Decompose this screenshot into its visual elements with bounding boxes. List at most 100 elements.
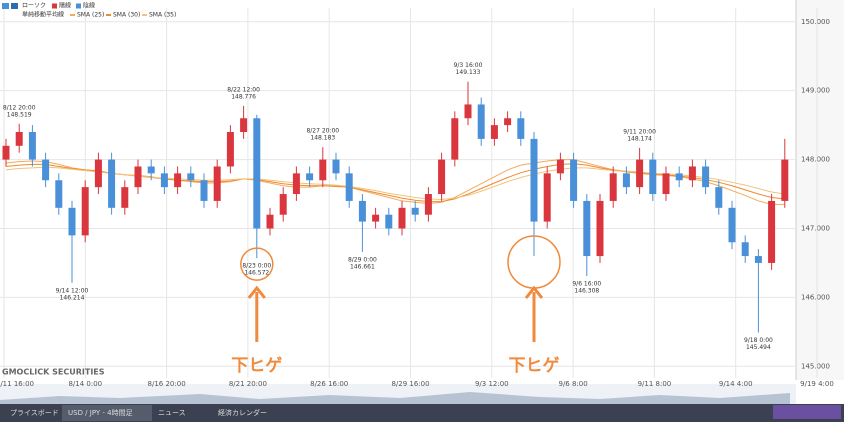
candle-body — [240, 118, 248, 133]
tab[interactable]: ニュース — [158, 409, 186, 417]
annotation-price: 146.572 — [244, 270, 269, 277]
callout-label: 下ヒゲ — [509, 355, 560, 376]
candle-body — [781, 159, 789, 201]
candle-body — [741, 242, 749, 257]
candle-body — [662, 173, 670, 195]
annotation-price: 146.214 — [60, 294, 85, 301]
annotation-time: 8/22 12:00 — [227, 86, 260, 93]
y-tick-label: 148.000 — [801, 156, 830, 164]
candle-body — [622, 173, 630, 188]
callout-label: 下ヒゲ — [231, 355, 282, 376]
plot: 145.000 146.000 147.000 148.000 149.000 150.0… — [0, 8, 834, 388]
candle-body — [200, 180, 208, 201]
candle-body — [451, 118, 459, 160]
candle-body — [292, 173, 300, 195]
legend-label: SMA (35) — [149, 12, 176, 19]
candle-body — [121, 187, 129, 208]
candle-body — [636, 159, 644, 188]
arrow-head — [247, 285, 266, 299]
candle-body — [134, 166, 142, 188]
legend-up: 陽線 — [59, 2, 71, 10]
candle-body — [385, 214, 393, 229]
arrow-head — [524, 285, 544, 299]
annotation-time: 9/3 16:00 — [454, 62, 483, 69]
candle-body — [226, 132, 234, 167]
candle-body — [504, 118, 512, 126]
icon — [11, 3, 18, 9]
y-tick-label: 149.000 — [801, 87, 830, 95]
candle-body — [517, 118, 525, 139]
candle-body — [187, 173, 195, 181]
candle-body — [345, 173, 353, 201]
candle-body — [68, 207, 76, 236]
annotation-time: 9/6 16:00 — [572, 281, 601, 288]
candle-body — [702, 166, 710, 188]
candle-body — [28, 132, 36, 160]
candle-body — [675, 173, 683, 181]
highlight-circle — [240, 247, 274, 281]
candle-body — [583, 200, 591, 257]
candle-body — [438, 159, 446, 195]
tab[interactable]: プライスボード — [10, 409, 59, 417]
x-tick-label: 8/11 16:00 — [0, 380, 34, 388]
candle-body — [253, 118, 261, 229]
x-tick-label: 9/11 8:00 — [638, 380, 672, 388]
candle-body — [649, 159, 657, 195]
candle-body — [424, 194, 432, 215]
x-tick-label: 8/14 0:00 — [68, 380, 102, 388]
candle-body — [266, 214, 274, 229]
candle-body — [108, 159, 116, 208]
x-tick-label: 9/6 8:00 — [558, 380, 587, 388]
candle-body — [15, 132, 23, 146]
candle-body — [279, 194, 287, 215]
legend-swatch — [52, 3, 57, 9]
x-tick-label: 8/29 16:00 — [391, 380, 429, 388]
tab[interactable]: USD / JPY - 4時間足 — [68, 409, 133, 417]
candle-body — [688, 166, 696, 181]
legend-down: 陰線 — [83, 2, 95, 10]
annotation-time: 9/11 20:00 — [623, 128, 656, 135]
candle-body — [174, 173, 182, 188]
candle-body — [213, 166, 221, 201]
annotation-price: 148.174 — [627, 135, 652, 142]
candle-body — [372, 214, 380, 222]
legend-label: SMA (25) — [77, 12, 104, 19]
candle-body — [306, 173, 314, 181]
candle-body — [2, 145, 10, 160]
candle-body — [411, 207, 419, 215]
candle-body — [556, 159, 564, 174]
candle-body — [42, 159, 50, 181]
tab-bar — [0, 404, 844, 422]
candle-body — [358, 200, 366, 222]
candle-body — [81, 187, 89, 236]
candle-body — [464, 104, 472, 119]
price-axis-area — [796, 0, 844, 380]
y-tick-label: 145.000 — [801, 362, 830, 370]
candle-body — [754, 256, 762, 263]
tab[interactable]: 経済カレンダー — [218, 408, 267, 417]
annotation-price: 148.183 — [310, 135, 335, 142]
candle-body — [768, 200, 776, 263]
y-tick-label: 147.000 — [801, 224, 830, 232]
legend-candle: ローソク — [22, 3, 46, 10]
annotation-time: 9/18 0:00 — [744, 337, 773, 344]
annotation-price: 145.494 — [746, 344, 771, 351]
icon — [2, 3, 9, 9]
annotation-time: 8/12 20:00 — [3, 104, 36, 111]
x-tick-label: 8/21 20:00 — [229, 380, 267, 388]
x-tick-label: 8/26 16:00 — [310, 380, 348, 388]
tab-active[interactable] — [62, 405, 152, 421]
y-tick-label: 150.000 — [801, 18, 830, 26]
candle-body — [490, 125, 498, 139]
annotation-time: 8/27 20:00 — [306, 128, 339, 135]
annotation-price: 149.133 — [456, 69, 481, 76]
legend-label: SMA (30) — [113, 12, 140, 19]
candle-body — [94, 159, 102, 188]
legend-sma-title: 単純移動平均線 — [22, 11, 64, 19]
tab-button[interactable] — [773, 405, 841, 419]
annotation-price: 148.776 — [231, 93, 256, 100]
candle-body — [596, 200, 604, 257]
legend-swatch — [76, 3, 81, 9]
